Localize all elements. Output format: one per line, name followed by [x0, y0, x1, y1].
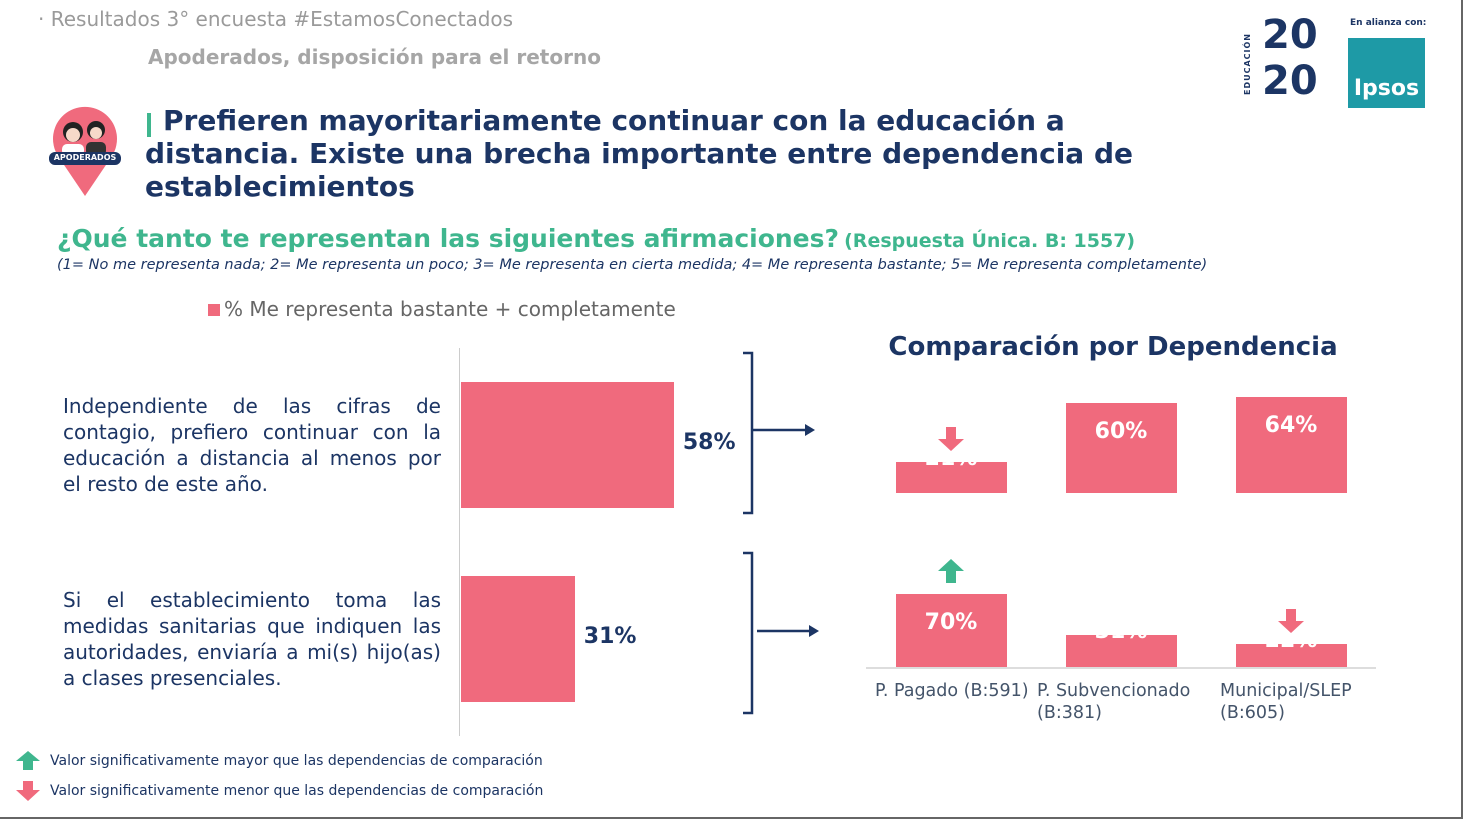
badge-label: APODERADOS: [53, 153, 117, 162]
axis-line: [459, 348, 460, 736]
value-label: 31%: [583, 624, 637, 649]
category-label: Independiente de las cifras de contagio,…: [63, 394, 441, 496]
connectors: [743, 351, 819, 715]
value-label: 58%: [682, 430, 736, 455]
bar: [1065, 403, 1177, 493]
significance-arrow-lower: [938, 426, 964, 451]
alliance-label: En alianza con:: [1350, 18, 1427, 28]
partner-logo: [1348, 38, 1425, 108]
category-label: Municipal/SLEP (B:605): [1220, 681, 1352, 723]
category-label: P. Subvencionado (B:381): [1037, 681, 1191, 723]
comparison-title: Comparación por Dependencia: [888, 332, 1338, 362]
section-label: Apoderados, disposición para el retorno: [148, 45, 601, 69]
value-label: 31%: [1094, 618, 1148, 644]
category-label: P. Pagado (B:591): [875, 681, 1029, 701]
significance-arrow-higher: [938, 559, 964, 584]
bar: [1065, 634, 1177, 667]
legend-arrows: [16, 751, 40, 801]
value-label: 70%: [924, 610, 978, 636]
headline: Prefieren mayoritariamente continuar con…: [145, 104, 1133, 203]
question: ¿Qué tanto te representan las siguientes…: [57, 224, 840, 253]
value-label: 64%: [1264, 413, 1318, 438]
question-note: (Respuesta Única. B: 1557): [844, 230, 1136, 252]
bar: [461, 576, 575, 702]
legend-swatch: [208, 304, 220, 316]
logo-side: EDUCACIÓN: [1243, 32, 1252, 95]
legend-lower: Valor significativamente menor que las d…: [50, 783, 544, 799]
badge-icon: [49, 106, 121, 196]
scale-note: (1= No me representa nada; 2= Me represe…: [57, 257, 1208, 273]
baseline: [866, 667, 1376, 669]
bar: [895, 461, 1007, 493]
bar: [895, 594, 1007, 667]
bar: [1235, 397, 1347, 493]
bar: [1235, 644, 1347, 667]
significance-arrow-lower: [1278, 609, 1304, 634]
category-label: Si el establecimiento toma las medidas s…: [63, 588, 441, 690]
question-line: ¿Qué tanto te representan las siguientes…: [57, 224, 1135, 253]
legend-higher: Valor significativamente mayor que las d…: [50, 753, 543, 769]
partner-label: Ipsos: [1353, 76, 1420, 101]
bar: [461, 382, 674, 508]
logo-bottom: 20: [1262, 58, 1318, 104]
value-label: 60%: [1094, 419, 1148, 444]
logo-top: 20: [1262, 12, 1318, 58]
survey-label: · Resultados 3° encuesta #EstamosConecta…: [38, 7, 514, 31]
legend-label: % Me representa bastante + completamente: [224, 297, 676, 321]
headline-accent: [147, 113, 151, 137]
